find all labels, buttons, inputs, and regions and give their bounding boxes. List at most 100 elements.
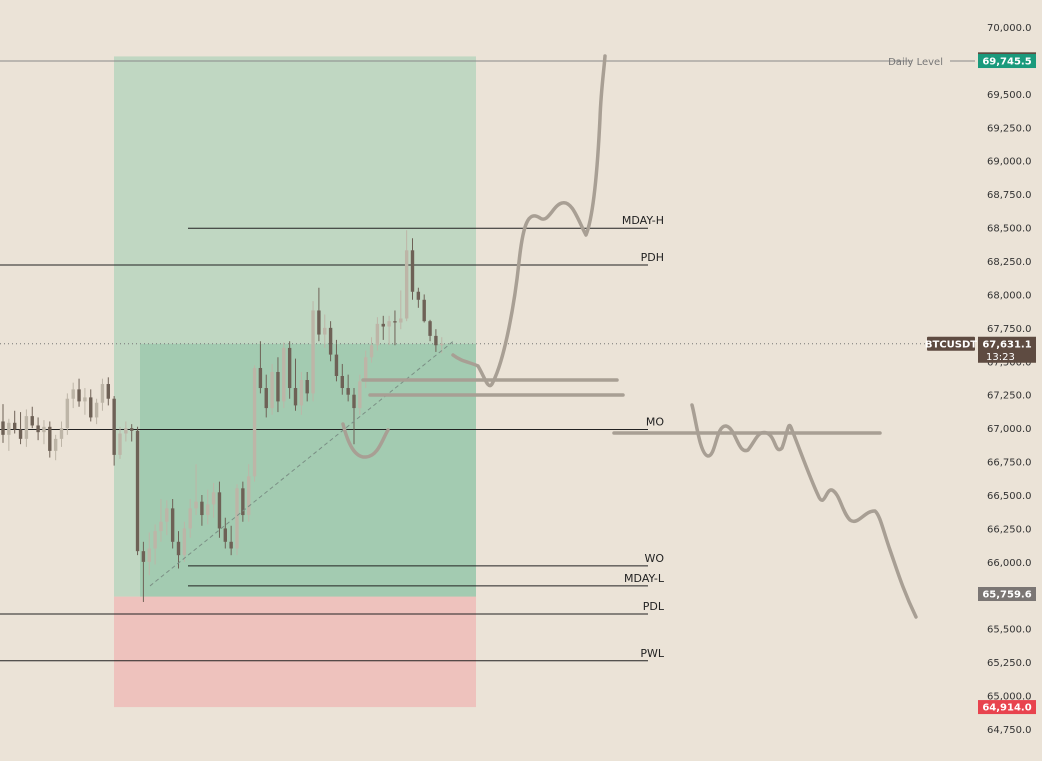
y-tick-label: 65,000.0 bbox=[987, 692, 1032, 703]
level-label-mday-h: MDAY-H bbox=[622, 214, 664, 227]
candle-body bbox=[270, 371, 274, 409]
candle-body bbox=[7, 422, 11, 435]
candle-body bbox=[83, 397, 87, 402]
price-badge-text: 69,745.5 bbox=[982, 57, 1031, 68]
y-tick-label: 66,250.0 bbox=[987, 524, 1032, 535]
current-price-text: 67,631.1 bbox=[982, 339, 1031, 350]
candle-body bbox=[53, 438, 58, 451]
countdown-text: 13:23 bbox=[986, 352, 1015, 363]
candle-body bbox=[118, 433, 122, 455]
level-label-mday-l: MDAY-L bbox=[624, 572, 665, 585]
candle-body bbox=[165, 508, 169, 522]
candle-body bbox=[364, 357, 368, 382]
candle-body bbox=[176, 541, 181, 556]
candle-body bbox=[130, 428, 134, 431]
level-label-pwl: PWL bbox=[640, 647, 665, 660]
candle-body bbox=[440, 343, 444, 346]
candle-body bbox=[247, 476, 251, 516]
candle-body bbox=[252, 367, 257, 477]
candle-body bbox=[194, 501, 198, 509]
level-label-wo: WO bbox=[644, 552, 664, 565]
candle-body bbox=[200, 501, 204, 516]
price-badge bbox=[978, 54, 1036, 69]
candle-body bbox=[112, 398, 116, 455]
candle-body bbox=[229, 541, 233, 549]
candle-body bbox=[147, 548, 151, 562]
y-tick-label: 68,250.0 bbox=[987, 257, 1032, 268]
candle-body bbox=[94, 402, 99, 418]
symbol-badge[interactable] bbox=[927, 336, 975, 351]
candle-body bbox=[42, 426, 46, 433]
y-tick-label: 68,000.0 bbox=[987, 290, 1032, 301]
candle-body bbox=[422, 299, 426, 322]
candle-body bbox=[217, 492, 222, 529]
candle-body bbox=[135, 430, 140, 552]
y-tick-label: 66,750.0 bbox=[987, 458, 1032, 469]
y-tick-label: 67,750.0 bbox=[987, 324, 1032, 335]
y-tick-label: 66,500.0 bbox=[987, 491, 1032, 502]
candle-body bbox=[264, 388, 268, 409]
candle-body bbox=[188, 508, 192, 529]
symbol-badge-text: BTCUSDT bbox=[925, 339, 977, 350]
candle-body bbox=[434, 335, 438, 346]
candle-body bbox=[299, 380, 304, 406]
candle-body bbox=[89, 397, 93, 418]
candle-body bbox=[328, 327, 333, 355]
candle-body bbox=[106, 384, 110, 399]
candle-body bbox=[428, 321, 432, 336]
price-badge bbox=[978, 700, 1036, 715]
candle-body bbox=[375, 323, 380, 346]
y-tick-label: 69,000.0 bbox=[987, 157, 1032, 168]
candle-body bbox=[18, 429, 23, 439]
candle-body bbox=[399, 318, 403, 323]
current-price-badge bbox=[978, 336, 1036, 363]
candle-body bbox=[159, 521, 163, 532]
candle-body bbox=[36, 425, 40, 433]
candle-body bbox=[323, 327, 327, 335]
trendline-dashed[interactable] bbox=[149, 339, 456, 587]
candle-body bbox=[170, 508, 175, 542]
curve-sketch[interactable] bbox=[341, 422, 390, 459]
candle-body bbox=[334, 354, 339, 376]
target-zone[interactable] bbox=[114, 56, 476, 597]
y-tick-label: 67,000.0 bbox=[987, 424, 1032, 435]
candle-body bbox=[293, 388, 298, 406]
daily-level-label: Daily Level bbox=[888, 57, 943, 68]
candle-body bbox=[346, 388, 350, 395]
candle-body bbox=[71, 389, 75, 399]
candle-body bbox=[182, 528, 187, 556]
projection-down-path[interactable] bbox=[690, 403, 918, 619]
y-tick-label: 64,750.0 bbox=[987, 725, 1032, 736]
candle-body bbox=[305, 380, 309, 394]
candle-body bbox=[282, 347, 286, 402]
candle-body bbox=[141, 551, 146, 562]
candle-body bbox=[416, 291, 421, 300]
candle-body bbox=[369, 345, 374, 358]
price-badge bbox=[978, 587, 1036, 602]
candle-body bbox=[352, 394, 356, 409]
candle-body bbox=[241, 488, 245, 516]
candle-body bbox=[340, 375, 344, 389]
candle-body bbox=[1, 421, 5, 435]
y-tick-label: 69,500.0 bbox=[987, 90, 1032, 101]
candle-body bbox=[65, 398, 70, 429]
price-badge-text: 65,759.6 bbox=[982, 590, 1031, 601]
y-tick-label: 69,250.0 bbox=[987, 123, 1032, 134]
y-tick-label: 65,250.0 bbox=[987, 658, 1032, 669]
level-label-pdl: PDL bbox=[643, 600, 665, 613]
candle-body bbox=[381, 323, 385, 327]
candle-body bbox=[48, 426, 52, 451]
candle-body bbox=[13, 422, 17, 430]
y-tick-label: 67,500.0 bbox=[987, 357, 1032, 368]
candle-body bbox=[100, 384, 105, 403]
candle-body bbox=[410, 250, 415, 292]
y-tick-label: 68,750.0 bbox=[987, 190, 1032, 201]
stop-zone[interactable] bbox=[114, 596, 476, 708]
y-tick-label: 65,500.0 bbox=[987, 625, 1032, 636]
candle-body bbox=[358, 381, 362, 409]
candle-body bbox=[153, 531, 157, 549]
candle-body bbox=[235, 488, 239, 549]
candle-body bbox=[317, 310, 321, 335]
